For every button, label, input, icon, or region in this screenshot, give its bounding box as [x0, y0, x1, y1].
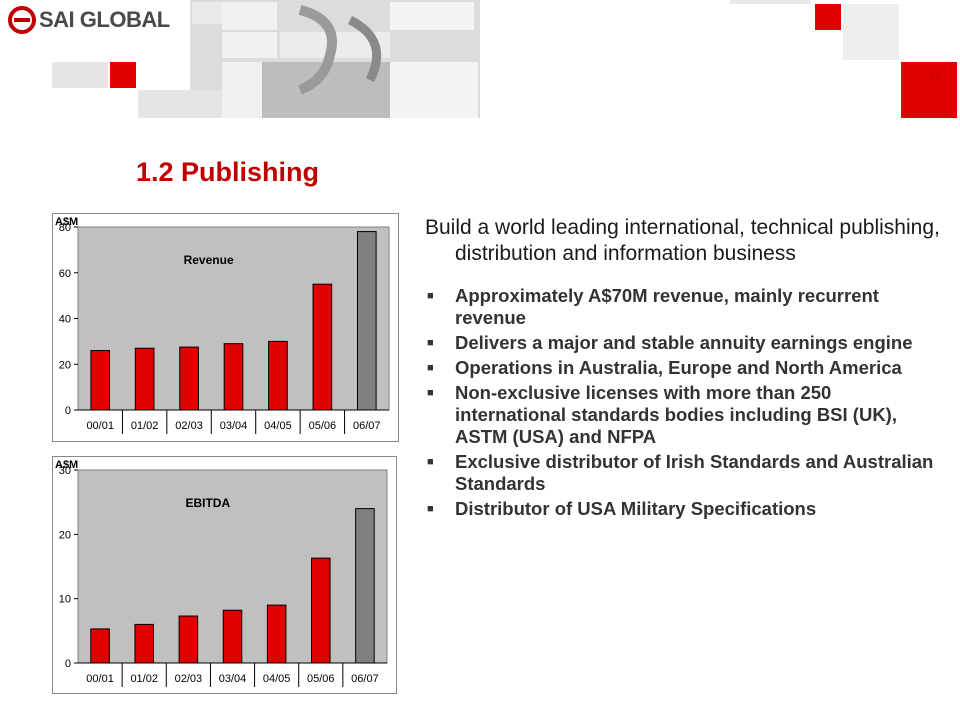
red-tile — [901, 62, 957, 118]
y-axis-label: A$M — [55, 216, 78, 228]
x-tick-label: 00/01 — [86, 673, 114, 685]
tile — [138, 90, 222, 118]
revenue-chart: A$M 0 20 40 60 80 Revenue 00/01 01/02 02/03 03/04 0… — [52, 213, 399, 442]
square-bullet-icon: ■ — [427, 387, 434, 399]
x-tick-label: 03/04 — [220, 420, 248, 432]
chain-link-shape — [347, 15, 382, 83]
bar — [311, 557, 331, 664]
y-tick-label: 10 — [59, 594, 71, 606]
bar — [355, 508, 375, 664]
bar — [223, 343, 244, 411]
bar — [312, 283, 333, 411]
x-tick-label: 02/03 — [175, 673, 203, 685]
bar — [90, 628, 110, 664]
tile — [222, 32, 277, 58]
tile — [730, 0, 810, 4]
bar — [178, 615, 199, 664]
y-tick-label: 80 — [59, 222, 71, 234]
slide-content: Build a world leading international, tec… — [425, 215, 945, 523]
bar — [90, 350, 111, 411]
bar — [134, 623, 154, 664]
logo-text: SAI GLOBAL — [39, 7, 170, 32]
x-tick-label: 01/02 — [131, 420, 159, 432]
bullet-item: ■ Approximately A$70M revenue, mainly rec… — [427, 285, 879, 328]
x-tick-label: 04/05 — [264, 420, 292, 432]
square-bullet-icon: ■ — [427, 362, 434, 374]
y-axis-label: A$M — [55, 459, 78, 471]
square-bullet-icon: ■ — [427, 290, 434, 302]
bar — [266, 604, 287, 664]
bar — [356, 231, 377, 411]
x-tick-label: 05/06 — [309, 420, 337, 432]
x-tick-label: 06/07 — [351, 673, 379, 685]
x-tick-label: 04/05 — [263, 673, 291, 685]
tile — [222, 62, 262, 118]
intro-text: Build a world leading international, tec… — [425, 216, 940, 265]
bullet-item: ■ Operations in Australia, Europe and Nor… — [427, 357, 902, 378]
tile — [390, 62, 478, 118]
y-tick-label: 40 — [59, 314, 71, 326]
x-tick-label: 05/06 — [307, 673, 335, 685]
square-bullet-icon: ■ — [427, 337, 434, 349]
tile — [52, 62, 108, 88]
y-tick-label: 20 — [59, 359, 71, 371]
bar — [179, 346, 199, 411]
square-bullet-icon: ■ — [427, 503, 434, 515]
red-tile — [815, 4, 841, 30]
y-tick-label: 60 — [59, 268, 71, 280]
bar — [222, 609, 243, 664]
bullet-item: ■ Delivers a major and stable annuity ear… — [427, 332, 913, 353]
y-tick-label: 0 — [65, 658, 71, 670]
bullet-list: ■ Approximately A$70M revenue, mainly rec… — [425, 285, 945, 520]
bullet-item: ■ Non-exclusive licenses with more than 2… — [427, 382, 897, 447]
bullet-item: ■ Distributor of USA Military Specificati… — [427, 498, 817, 519]
chart-title: Revenue — [184, 253, 234, 267]
x-tick-label: 01/02 — [130, 673, 158, 685]
tile — [192, 2, 222, 24]
logo-mark-icon — [8, 6, 36, 34]
chart-title: EBITDA — [185, 496, 230, 510]
chain-link-shape — [297, 5, 337, 95]
tile — [222, 2, 277, 30]
square-bullet-icon: ■ — [427, 456, 434, 468]
slide-title: 1.2 Publishing — [136, 157, 320, 187]
y-tick-label: 30 — [59, 465, 71, 477]
revenue-chart-svg: A$M 0 20 40 60 80 Revenue 00/01 01/02 02/03 03/04 0… — [55, 216, 390, 434]
header-decoration — [52, 0, 957, 118]
bullet-item: ■ Exclusive distributor of Irish Standard… — [427, 451, 934, 494]
y-tick-label: 0 — [65, 405, 71, 417]
bar — [134, 347, 155, 411]
ebitda-chart-svg: A$M 0 10 20 30 EBITDA 00/01 01/02 02/03 03/04 04/0… — [55, 459, 388, 687]
page-number: 15 — [930, 72, 942, 83]
tile — [390, 2, 474, 30]
x-tick-label: 02/03 — [175, 420, 203, 432]
red-tile — [110, 62, 136, 88]
ebitda-chart: A$M 0 10 20 30 EBITDA 00/01 01/02 02/03 03/04 04/0… — [52, 456, 397, 694]
x-tick-label: 06/07 — [353, 420, 381, 432]
bar — [268, 340, 288, 411]
x-tick-label: 00/01 — [86, 420, 114, 432]
x-tick-label: 03/04 — [219, 673, 247, 685]
y-tick-label: 20 — [59, 529, 71, 541]
tile — [843, 4, 899, 60]
sai-global-logo: SAI GLOBAL — [8, 6, 170, 34]
